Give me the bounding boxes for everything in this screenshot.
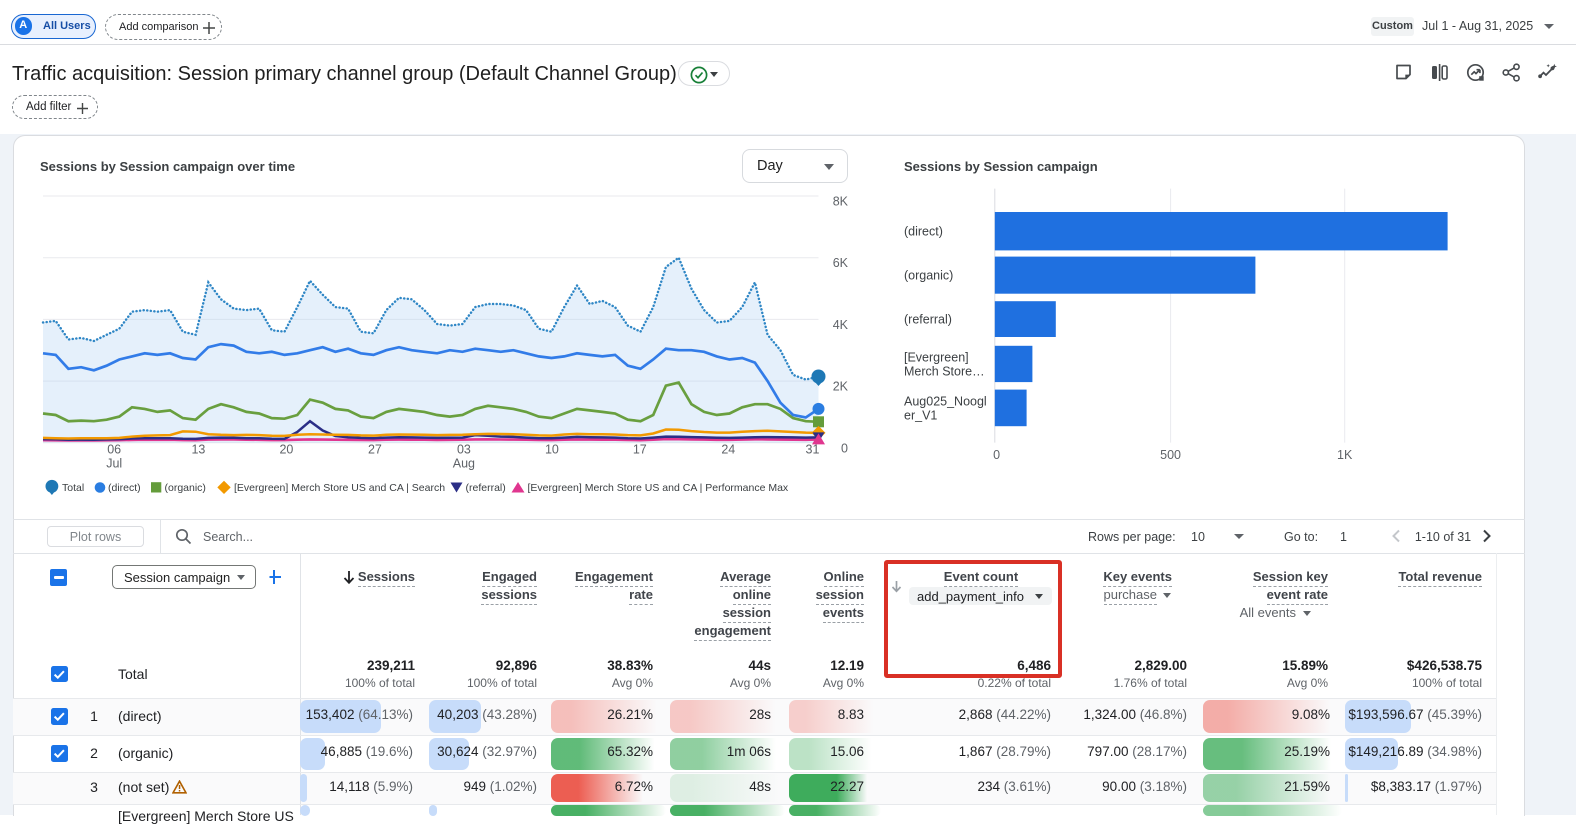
svg-text:13: 13 (191, 443, 205, 457)
svg-text:500: 500 (1160, 448, 1181, 462)
svg-text:8K: 8K (833, 195, 849, 209)
svg-text:27: 27 (368, 443, 382, 457)
svg-text:17: 17 (633, 443, 647, 457)
svg-text:2K: 2K (833, 380, 849, 394)
svg-text:(direct): (direct) (904, 225, 943, 239)
svg-text:6K: 6K (833, 256, 849, 270)
svg-text:31: 31 (806, 443, 820, 457)
svg-text:0: 0 (841, 441, 848, 455)
svg-text:(referral): (referral) (904, 313, 952, 327)
svg-text:Merch Store…: Merch Store… (904, 365, 985, 379)
svg-text:10: 10 (545, 443, 559, 457)
svg-text:0: 0 (993, 448, 1000, 462)
svg-text:4K: 4K (833, 318, 849, 332)
svg-text:Jul: Jul (106, 457, 122, 471)
svg-text:06: 06 (107, 443, 121, 457)
svg-text:er_V1: er_V1 (904, 408, 937, 422)
svg-text:20: 20 (279, 443, 293, 457)
svg-text:(organic): (organic) (904, 269, 953, 283)
svg-text:03: 03 (457, 443, 471, 457)
svg-text:24: 24 (721, 443, 735, 457)
svg-text:Aug025_Noogl: Aug025_Noogl (904, 394, 987, 408)
svg-text:[Evergreen]: [Evergreen] (904, 351, 969, 365)
svg-text:Aug: Aug (453, 457, 475, 471)
svg-text:1K: 1K (1337, 448, 1353, 462)
